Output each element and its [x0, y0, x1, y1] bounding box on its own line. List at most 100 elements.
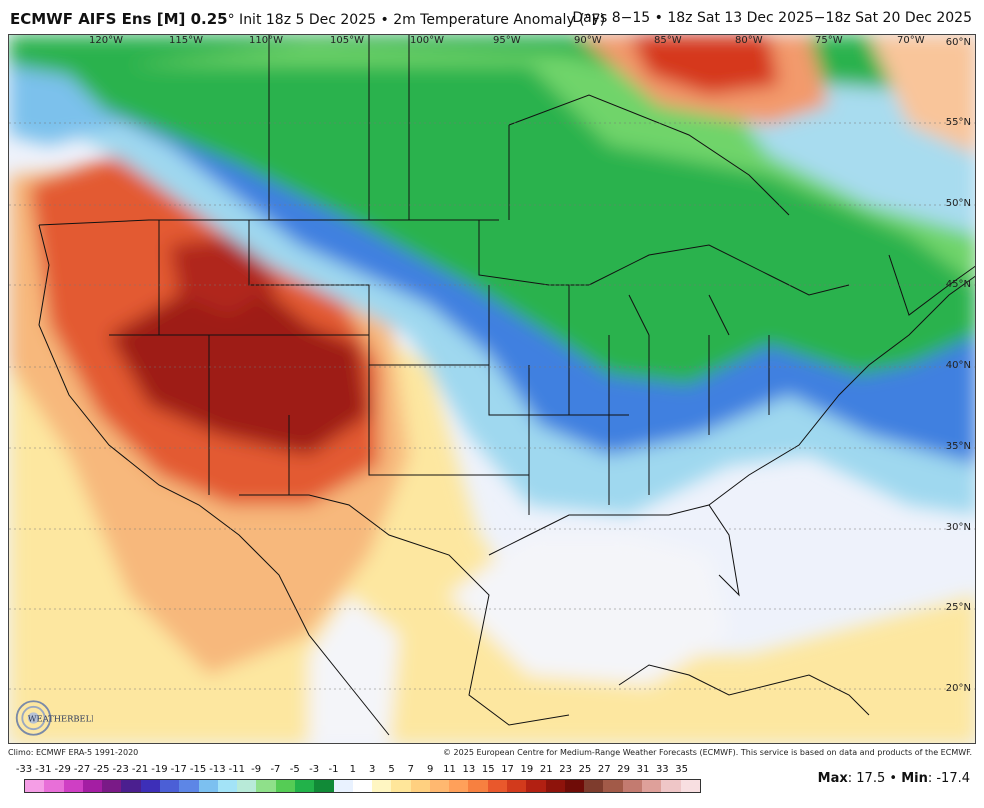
- lon-label: 100°W: [410, 35, 444, 46]
- colorbar-swatch: [372, 780, 392, 792]
- anomaly-map: 120°W 115°W 110°W 105°W 100°W 95°W 90°W …: [8, 34, 976, 744]
- colorbar-swatch: [429, 780, 450, 792]
- colorbar-label: -7: [270, 764, 281, 775]
- colorbar-swatch: [468, 780, 488, 792]
- colorbar-label: -13: [209, 764, 226, 775]
- copyright-note: © 2025 European Centre for Medium-Range …: [443, 748, 972, 757]
- lat-label: 25°N: [945, 602, 971, 613]
- lon-label: 70°W: [897, 35, 925, 46]
- valid-period: Days 8−15 • 18z Sat 13 Dec 2025−18z Sat …: [572, 10, 972, 26]
- colorbar-swatch: [333, 780, 353, 792]
- colorbar-label: -23: [112, 764, 129, 775]
- colorbar-label: 21: [539, 764, 553, 775]
- climo-note: Climo: ECMWF ERA-5 1991-2020: [8, 748, 139, 757]
- lon-label: 75°W: [815, 35, 843, 46]
- colorbar-label: 25: [578, 764, 592, 775]
- colorbar-label: 9: [427, 764, 434, 775]
- init-info: ° Init 18z 5 Dec 2025 • 2m Temperature A…: [227, 12, 606, 28]
- lon-label: 120°W: [89, 35, 123, 46]
- colorbar-label: -1: [328, 764, 339, 775]
- lon-label: 115°W: [169, 35, 203, 46]
- colorbar-swatch: [564, 780, 585, 792]
- colorbar-swatch: [159, 780, 180, 792]
- colorbar-swatch: [661, 780, 681, 792]
- colorbar-swatch: [44, 780, 64, 792]
- colorbar-swatch: [410, 780, 430, 792]
- colorbar-swatch: [294, 780, 315, 792]
- colorbar-label: 17: [501, 764, 514, 775]
- colorbar-swatch: [352, 780, 373, 792]
- stats-separator: •: [889, 771, 898, 786]
- colorbar-label: 7: [407, 764, 415, 775]
- model-name: ECMWF AIFS Ens [M] 0.25: [10, 10, 228, 28]
- lat-label: 60°N: [945, 37, 971, 48]
- lon-label: 110°W: [249, 35, 283, 46]
- colorbar-label: -19: [151, 764, 168, 775]
- colorbar-swatch: [217, 780, 238, 792]
- colorbar-label: -33: [15, 764, 33, 775]
- colorbar-swatch: [275, 780, 295, 792]
- lon-label: 85°W: [654, 35, 682, 46]
- colorbar-swatch: [82, 780, 103, 792]
- colorbar-swatch: [63, 780, 83, 792]
- colorbar-swatch: [584, 780, 604, 792]
- colorbar-label: 29: [617, 764, 630, 775]
- colorbar-label: 3: [368, 764, 376, 775]
- colorbar-swatch: [102, 780, 122, 792]
- colorbar-swatch: [179, 780, 199, 792]
- colorbar-swatch: [507, 780, 527, 792]
- colorbar-label: -27: [73, 764, 91, 775]
- colorbar-label: -29: [54, 764, 71, 775]
- colorbar-label: 27: [597, 764, 611, 775]
- colorbar-swatch: [256, 780, 276, 792]
- max-value: 17.5: [856, 771, 886, 786]
- colorbar-label: 23: [559, 764, 572, 775]
- colorbar-label: 5: [388, 764, 395, 775]
- lon-label: 80°W: [735, 35, 763, 46]
- colorbar-label: 13: [462, 764, 476, 775]
- colorbar-label: -3: [309, 764, 320, 775]
- max-min-stats: Max: 17.5 • Min: -17.4: [817, 771, 970, 786]
- colorbar-label: -21: [131, 764, 149, 775]
- colorbar-label: -31: [35, 764, 52, 775]
- colorbar-label: 11: [443, 764, 456, 775]
- max-label: Max: [817, 771, 848, 786]
- colorbar-label: 33: [655, 764, 669, 775]
- title: ECMWF AIFS Ens [M] 0.25° Init 18z 5 Dec …: [10, 10, 605, 28]
- min-label: Min: [901, 771, 928, 786]
- colorbar-label: -9: [251, 764, 262, 775]
- colorbar-swatch: [603, 780, 623, 792]
- colorbar-swatch: [487, 780, 508, 792]
- colorbar-swatch: [25, 780, 45, 792]
- lat-label: 45°N: [945, 279, 971, 290]
- logo-text: WEATHERBELL: [28, 714, 93, 724]
- lon-label: 105°W: [330, 35, 364, 46]
- colorbar-label: 15: [481, 764, 495, 775]
- weatherbell-logo: WEATHERBELL: [15, 700, 93, 736]
- colorbar-swatch: [622, 780, 642, 792]
- lat-label: 20°N: [945, 683, 971, 694]
- colorbar-label: -5: [289, 764, 300, 775]
- colorbar-swatch: [140, 780, 160, 792]
- colorbar-swatch: [545, 780, 565, 792]
- lat-label: 55°N: [945, 117, 971, 128]
- colorbar-swatch: [526, 780, 546, 792]
- colorbar-label: 35: [675, 764, 689, 775]
- colorbar-label: -11: [228, 764, 245, 775]
- lat-label: 40°N: [945, 360, 971, 371]
- colorbar-swatch: [237, 780, 257, 792]
- graticule: [9, 122, 975, 690]
- header: ECMWF AIFS Ens [M] 0.25° Init 18z 5 Dec …: [0, 0, 984, 34]
- colorbar-swatch: [121, 780, 141, 792]
- colorbar-swatch: [314, 780, 334, 792]
- colorbar-swatch: [642, 780, 662, 792]
- colorbar-label: 31: [636, 764, 650, 775]
- lat-label: 35°N: [945, 441, 971, 452]
- colorbar: [24, 779, 701, 793]
- map-canvas: [9, 35, 975, 743]
- credits: Climo: ECMWF ERA-5 1991-2020 © 2025 Euro…: [8, 746, 976, 760]
- colorbar-label: 1: [349, 764, 357, 775]
- colorbar-label: 19: [520, 764, 534, 775]
- colorbar-swatch: [198, 780, 218, 792]
- lon-label: 95°W: [493, 35, 521, 46]
